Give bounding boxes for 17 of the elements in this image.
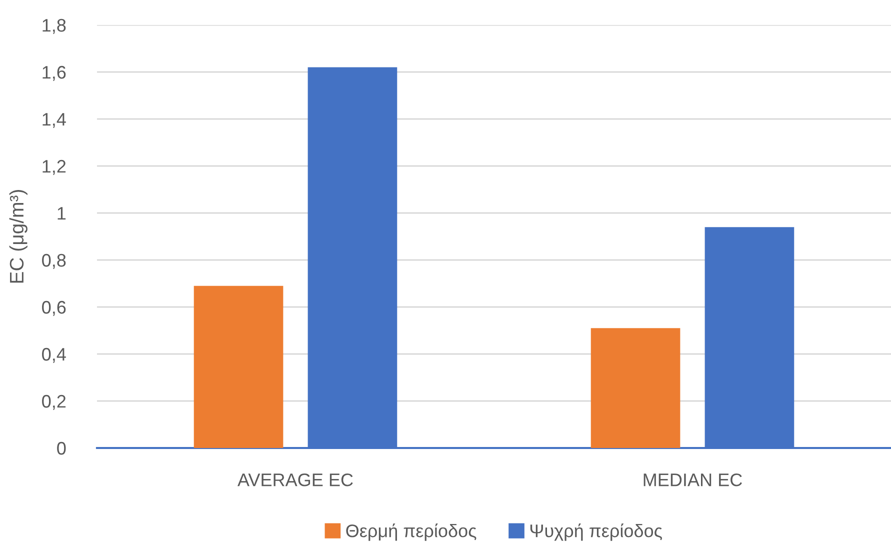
- x-tick-label: MEDIAN EC: [644, 473, 742, 486]
- y-tick-label: 0,6: [42, 300, 66, 316]
- legend-label: Ψυχρή περίοδος: [530, 523, 662, 541]
- bar: [194, 286, 284, 448]
- y-tick-label: 1,8: [42, 18, 66, 34]
- y-tick-label: 0,2: [42, 394, 66, 410]
- bar: [590, 328, 680, 448]
- y-tick-label: 1,2: [42, 160, 66, 175]
- y-tick-label: 1,4: [42, 113, 66, 128]
- legend-label: Θερμή περίοδος: [346, 523, 476, 541]
- y-tick-label: 0: [57, 442, 66, 455]
- y-tick-label: 1,6: [42, 66, 66, 81]
- x-tick-label: AVERAGE EC: [238, 473, 353, 486]
- y-tick-label: 0,8: [42, 254, 66, 269]
- y-tick-label: 1: [58, 207, 66, 220]
- y-tick-label: 0,4: [42, 348, 66, 363]
- y-axis-title: EC (μg/m³): [9, 190, 28, 283]
